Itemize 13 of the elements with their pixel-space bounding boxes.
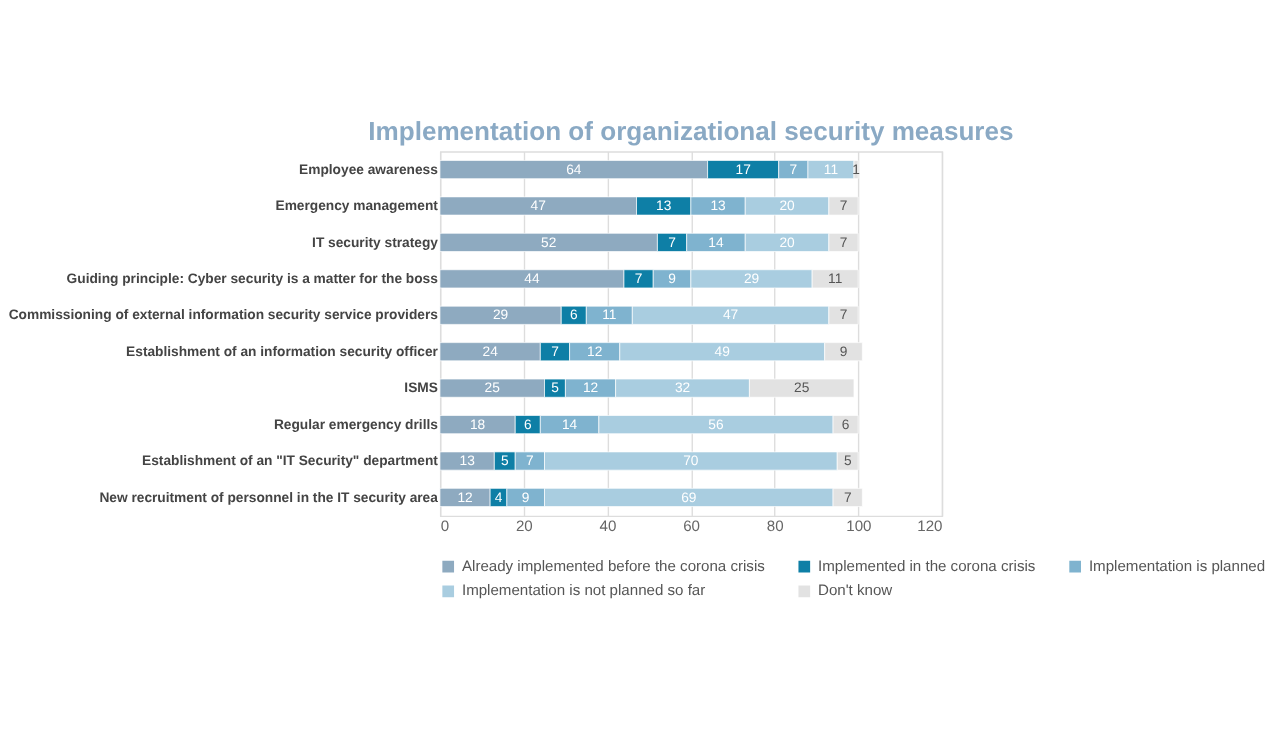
- x-tick-label: 60: [683, 517, 700, 536]
- legend-label: Implemented in the corona crisis: [818, 556, 1036, 575]
- x-tick-label: 100: [846, 517, 872, 536]
- legend-label: Implementation is planned: [1088, 556, 1266, 575]
- x-tick-label: 40: [599, 517, 617, 536]
- x-tick-label: 80: [766, 517, 784, 536]
- legend-label: Already implemented before the corona crisis: [461, 556, 766, 575]
- x-tick-label: 20: [515, 517, 533, 536]
- x-tick-label: 0: [440, 517, 450, 536]
- legend-label: Don't know: [818, 581, 894, 600]
- legend-label: Implementation is not planned so far: [461, 581, 707, 600]
- chart-title: Implementation of organizational security measures: [368, 116, 1014, 147]
- x-tick-label: 120: [917, 517, 943, 536]
